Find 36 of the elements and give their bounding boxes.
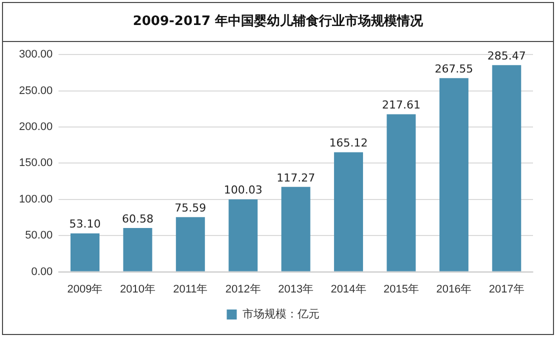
y-tick-label: 100.00 bbox=[18, 193, 53, 206]
bar bbox=[439, 78, 468, 272]
x-tick-label: 2017年 bbox=[488, 283, 524, 296]
bar bbox=[176, 217, 205, 272]
chart-title: 2009-2017 年中国婴幼儿辅食行业市场规模情况 bbox=[3, 3, 553, 42]
data-label: 100.03 bbox=[224, 184, 262, 197]
bar bbox=[386, 114, 416, 272]
bar bbox=[492, 65, 522, 272]
bar bbox=[228, 199, 258, 272]
y-tick-label: 200.00 bbox=[18, 121, 53, 134]
data-label: 267.55 bbox=[434, 62, 474, 76]
y-tick-label: 250.00 bbox=[18, 84, 53, 97]
x-tick-label: 2011年 bbox=[173, 283, 208, 296]
y-tick-label: 0.00 bbox=[31, 266, 53, 278]
data-label: 60.58 bbox=[122, 212, 154, 226]
y-tick-label: 150.00 bbox=[18, 157, 53, 170]
data-label: 285.47 bbox=[487, 49, 526, 62]
x-tick-label: 2016年 bbox=[436, 283, 472, 296]
data-label: 53.10 bbox=[69, 218, 101, 231]
x-tick-label: 2012年 bbox=[225, 283, 261, 296]
legend-label: 市场规模：亿元 bbox=[242, 308, 320, 321]
x-tick-label: 2009年 bbox=[67, 283, 103, 296]
x-tick-label: 2010年 bbox=[120, 283, 156, 296]
data-label: 217.61 bbox=[382, 98, 420, 112]
bar bbox=[334, 152, 364, 272]
y-tick-label: 300.00 bbox=[18, 48, 53, 61]
data-label: 165.12 bbox=[329, 136, 368, 150]
y-tick-label: 50.00 bbox=[25, 230, 53, 242]
bar bbox=[123, 228, 152, 272]
x-tick-label: 2013年 bbox=[278, 283, 314, 296]
x-tick-label: 2015年 bbox=[383, 283, 419, 296]
x-tick-label: 2014年 bbox=[330, 283, 366, 296]
bar bbox=[70, 233, 100, 272]
data-label: 75.59 bbox=[174, 201, 206, 214]
bar bbox=[281, 186, 310, 272]
data-label: 117.27 bbox=[276, 171, 316, 184]
